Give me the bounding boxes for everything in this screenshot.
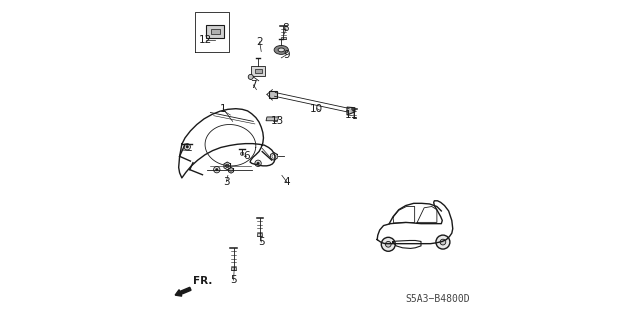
Circle shape — [436, 235, 450, 249]
Polygon shape — [269, 91, 278, 98]
Text: 10: 10 — [310, 104, 323, 114]
Circle shape — [214, 167, 220, 173]
Text: 11: 11 — [345, 110, 358, 120]
Ellipse shape — [278, 48, 284, 52]
Circle shape — [255, 160, 261, 167]
Text: 6: 6 — [243, 151, 250, 161]
Ellipse shape — [274, 46, 289, 54]
Text: 13: 13 — [271, 116, 284, 126]
Text: 5: 5 — [230, 275, 237, 285]
Circle shape — [381, 237, 396, 251]
Text: 12: 12 — [199, 35, 212, 45]
Text: 3: 3 — [223, 177, 230, 187]
Polygon shape — [251, 66, 265, 76]
FancyArrow shape — [175, 287, 191, 296]
Circle shape — [186, 145, 189, 148]
Text: 2: 2 — [257, 37, 263, 47]
Text: 8: 8 — [283, 23, 289, 33]
Polygon shape — [353, 117, 356, 118]
Polygon shape — [211, 29, 220, 34]
Circle shape — [216, 168, 218, 171]
Circle shape — [440, 239, 446, 245]
Text: 7: 7 — [250, 80, 257, 90]
Text: 4: 4 — [284, 177, 290, 187]
Circle shape — [184, 144, 191, 150]
Text: 5: 5 — [258, 237, 264, 247]
Text: 1: 1 — [220, 104, 227, 114]
Polygon shape — [231, 267, 236, 270]
Text: S5A3−B4800D: S5A3−B4800D — [405, 294, 470, 304]
Circle shape — [257, 162, 259, 165]
Text: 9: 9 — [284, 50, 290, 60]
Circle shape — [241, 152, 244, 155]
Circle shape — [385, 241, 391, 247]
Polygon shape — [347, 107, 355, 115]
Polygon shape — [257, 233, 262, 236]
Polygon shape — [281, 37, 286, 39]
Polygon shape — [206, 25, 224, 38]
Circle shape — [226, 164, 229, 167]
Text: FR.: FR. — [193, 276, 212, 286]
Circle shape — [248, 74, 253, 79]
Polygon shape — [255, 69, 262, 73]
Polygon shape — [266, 117, 278, 121]
